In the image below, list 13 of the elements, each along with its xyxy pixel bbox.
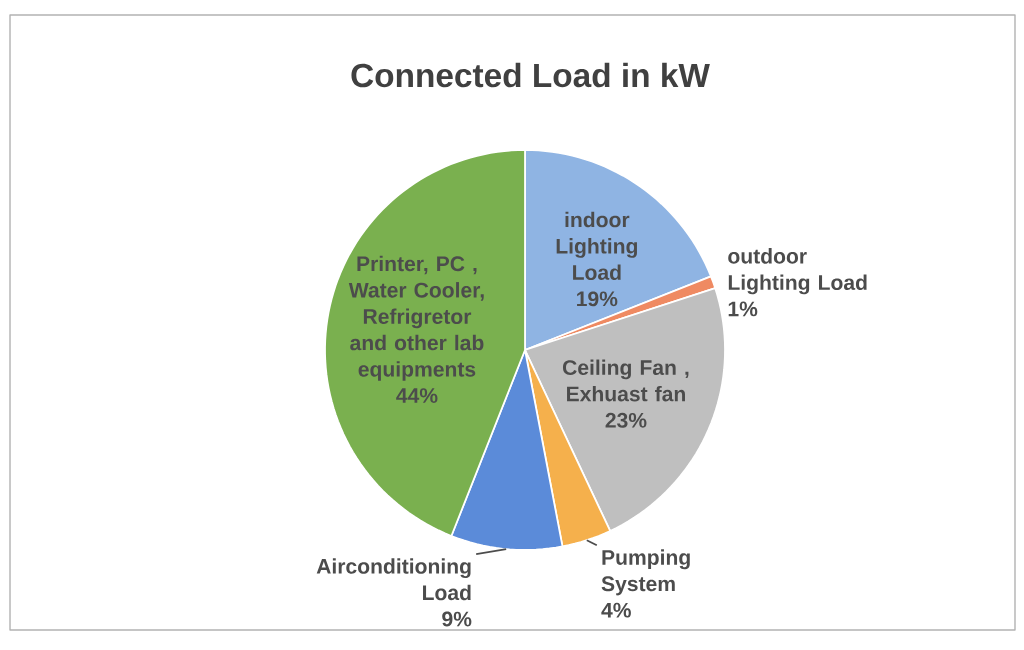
- data-label: 1%: [728, 301, 758, 317]
- slice-label: outdoor Lighting Load: [728, 248, 867, 295]
- slice-label: Ceiling Fan , Exhuast fan: [562, 359, 689, 402]
- slice-label: Printer, PC , Water Cooler, Refrigretor and other lab equipments: [348, 255, 484, 381]
- data-label: 23%: [605, 412, 647, 428]
- data-label: 4%: [601, 602, 631, 618]
- chart-title: Connected Load in kW: [351, 62, 710, 88]
- slice-label: indoor Lighting Load: [556, 211, 638, 280]
- data-label: 44%: [396, 388, 438, 404]
- slice-label: Airconditioning Load: [316, 558, 471, 601]
- slice-label: Pumping System: [601, 549, 690, 596]
- data-label: 19%: [577, 291, 618, 307]
- data-label: 9%: [442, 611, 472, 627]
